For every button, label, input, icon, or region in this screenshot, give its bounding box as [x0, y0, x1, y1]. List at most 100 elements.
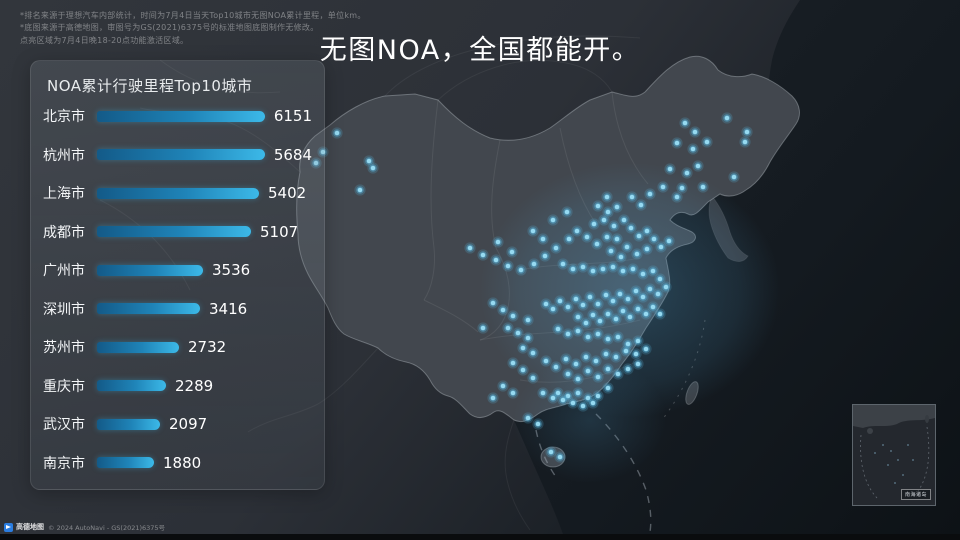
noa-activation-dot	[664, 163, 676, 175]
noa-activation-dot	[563, 233, 575, 245]
noa-activation-dot	[741, 126, 753, 138]
noa-activation-dot	[477, 249, 489, 261]
noa-activation-dot	[550, 361, 562, 373]
noa-activation-dot	[611, 201, 623, 213]
noa-activation-dot	[527, 347, 539, 359]
noa-activation-dot	[557, 394, 569, 406]
noa-activation-dot	[571, 225, 583, 237]
chart-row: 苏州市 2732	[43, 337, 312, 357]
noa-activation-dot	[621, 241, 633, 253]
inset-label: 南海诸岛	[904, 492, 927, 498]
noa-activation-dot	[728, 171, 740, 183]
mileage-value: 3416	[209, 299, 248, 318]
noa-activation-dot	[588, 218, 600, 230]
noa-activation-dot	[507, 387, 519, 399]
noa-activation-dot	[614, 288, 626, 300]
noa-activation-dot	[676, 182, 688, 194]
noa-activation-dot	[562, 368, 574, 380]
amap-brand: 高德地图	[16, 523, 44, 531]
noa-activation-dot	[602, 308, 614, 320]
noa-activation-dot	[581, 231, 593, 243]
noa-activation-dot	[602, 333, 614, 345]
mileage-bar	[97, 380, 166, 392]
noa-activation-dot	[562, 328, 574, 340]
page-title: 无图NOA，全国都能开。	[319, 35, 641, 66]
disclaimer-line-2: *底图来源于高德地图，审图号为GS(2021)6375号的标准地图底图制作无修改…	[20, 23, 319, 33]
noa-activation-dot	[631, 248, 643, 260]
noa-activation-dot	[557, 258, 569, 270]
noa-activation-dot	[607, 295, 619, 307]
noa-activation-dot	[602, 206, 614, 218]
noa-activation-dot	[539, 250, 551, 262]
noa-activation-dot	[641, 225, 653, 237]
noa-activation-dot	[567, 397, 579, 409]
noa-activation-dot	[594, 315, 606, 327]
noa-activation-dot	[587, 265, 599, 277]
noa-activation-dot	[679, 117, 691, 129]
noa-activation-dot	[592, 390, 604, 402]
noa-activation-dot	[528, 258, 540, 270]
noa-activation-dot	[617, 265, 629, 277]
noa-activation-dot	[610, 313, 622, 325]
mileage-bar	[97, 341, 179, 353]
noa-activation-dot	[598, 214, 610, 226]
noa-activation-dot	[527, 372, 539, 384]
noa-activation-dot	[632, 335, 644, 347]
noa-activation-dot	[689, 126, 701, 138]
noa-activation-dot	[590, 355, 602, 367]
noa-activation-dot	[681, 167, 693, 179]
amap-logo-icon	[4, 522, 13, 532]
noa-activation-dot	[554, 295, 566, 307]
noa-activation-dot	[582, 331, 594, 343]
city-label: 成都市	[43, 224, 85, 241]
mileage-value: 1880	[163, 453, 202, 472]
mileage-bar	[97, 264, 203, 276]
noa-activation-dot	[612, 331, 624, 343]
mileage-value: 6151	[273, 107, 312, 125]
mileage-value: 2289	[175, 376, 214, 395]
noa-activation-dot	[492, 236, 504, 248]
noa-activation-dot	[497, 304, 509, 316]
noa-activation-dot	[630, 348, 642, 360]
noa-activation-dot	[647, 301, 659, 313]
noa-activation-dot	[570, 358, 582, 370]
noa-activation-dot	[554, 451, 566, 463]
city-label: 南京市	[43, 455, 85, 472]
noa-activation-dot	[601, 231, 613, 243]
noa-activation-dot	[572, 387, 584, 399]
noa-activation-dot	[561, 206, 573, 218]
noa-activation-dot	[592, 200, 604, 212]
city-label: 杭州市	[43, 147, 85, 164]
mileage-value: 3536	[212, 261, 251, 280]
noa-activation-dot	[512, 327, 524, 339]
noa-activation-dot	[562, 390, 574, 402]
top10-mileage-panel: NOA累计行驶里程Top10城市 北京市 6151 杭州市 5684 上海市 5402 成都…	[30, 60, 325, 490]
noa-activation-dot	[612, 368, 624, 380]
noa-activation-dot	[570, 293, 582, 305]
noa-activation-dot	[611, 233, 623, 245]
nine-dash-line	[535, 413, 652, 533]
noa-activation-dot	[540, 298, 552, 310]
korea-peninsula	[708, 195, 749, 262]
noa-activation-dot	[506, 246, 518, 258]
noa-activation-dot	[515, 264, 527, 276]
noa-activation-dot	[624, 311, 636, 323]
noa-activation-dot	[363, 155, 375, 167]
noa-activation-dot	[592, 371, 604, 383]
city-label: 重庆市	[43, 378, 85, 395]
noa-activation-dot	[671, 191, 683, 203]
noa-activation-dot	[660, 281, 672, 293]
city-label: 苏州市	[43, 340, 85, 357]
noa-activation-dot	[522, 412, 534, 424]
noa-activation-dot	[310, 157, 322, 169]
mileage-bar	[97, 457, 154, 469]
noa-activation-dot	[625, 222, 637, 234]
disclaimer-line-1: *排名来源于理想汽车内部统计，时间为7月4日当天Top10城市无图NOA累计里程…	[20, 11, 366, 20]
noa-activation-dot	[331, 127, 343, 139]
city-label: 广州市	[43, 263, 85, 280]
noa-activation-dot	[622, 293, 634, 305]
noa-activation-dot	[572, 373, 584, 385]
noa-activation-dot	[540, 355, 552, 367]
